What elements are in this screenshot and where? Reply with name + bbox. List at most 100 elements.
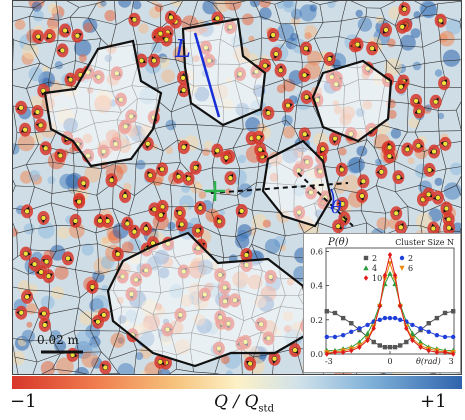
data-point: [371, 339, 376, 345]
particle-core: [227, 175, 234, 181]
cell-edge: [263, 119, 287, 128]
data-point: [442, 334, 448, 340]
cell-edge: [193, 371, 215, 374]
cell-edge: [171, 104, 191, 113]
cell-edge: [414, 1, 427, 8]
angle-symbol: θ: [331, 197, 342, 218]
cell-edge: [319, 1, 339, 5]
cell-edge: [146, 1, 161, 8]
field-blotch: [410, 28, 421, 39]
field-blotch: [407, 157, 415, 165]
particle-core: [131, 229, 138, 235]
particle-core: [157, 31, 164, 37]
cell-edge: [446, 166, 461, 170]
particle-core: [131, 17, 138, 23]
cell-edge: [29, 7, 35, 17]
field-blotch: [219, 209, 225, 216]
field-blotch: [282, 1, 296, 13]
field-blotch: [132, 1, 142, 10]
cell-edge: [395, 191, 409, 207]
data-point: [434, 315, 440, 321]
cell-edge: [13, 62, 41, 71]
particle-core: [35, 33, 41, 40]
cell-edge: [196, 124, 224, 127]
legend-marker: [363, 255, 369, 261]
particle-core: [145, 141, 151, 147]
field-blotch: [101, 285, 109, 292]
particle-core: [292, 347, 298, 353]
cell-edge: [159, 150, 164, 164]
field-blotch: [47, 176, 56, 185]
cell-edge: [26, 62, 41, 89]
particle-core: [76, 199, 82, 205]
particle-core: [74, 33, 81, 39]
cell-edge: [456, 101, 461, 111]
particle-core: [40, 215, 47, 221]
cell-edge: [359, 139, 368, 162]
particle-core: [301, 72, 308, 78]
cell-edge: [29, 289, 50, 292]
particle-core: [395, 174, 402, 180]
cell-edge: [97, 243, 100, 275]
cell-edge: [239, 166, 259, 169]
cell-edge: [419, 14, 437, 17]
data-point: [426, 347, 431, 354]
cell-edge: [302, 61, 325, 63]
particle-core: [102, 364, 108, 371]
cell-edge: [36, 353, 61, 363]
data-point: [349, 329, 354, 334]
cell-edge: [280, 23, 287, 42]
cell-edge: [15, 185, 35, 188]
cell-edge: [237, 16, 262, 20]
field-blotch: [138, 23, 149, 34]
particle-core: [369, 45, 375, 52]
cell-edge: [90, 351, 102, 374]
cell-edge: [53, 162, 75, 167]
particle-core: [442, 141, 448, 147]
field-blotch: [32, 132, 43, 144]
data-point: [410, 337, 415, 344]
field-blotch: [17, 134, 35, 152]
data-point: [332, 310, 338, 316]
particle-core: [270, 32, 276, 38]
cell-edge: [75, 225, 81, 246]
cell-edge: [237, 182, 257, 196]
cell-edge: [260, 141, 278, 153]
cell-edge: [87, 3, 97, 19]
cell-edge: [115, 162, 136, 165]
field-blotch: [26, 321, 33, 328]
cluster-d-outline: [261, 139, 333, 228]
cell-edge: [96, 195, 101, 210]
particle-core: [426, 167, 433, 173]
cell-edge: [406, 103, 409, 133]
field-blotch: [338, 147, 347, 156]
cell-edge: [200, 225, 221, 236]
cell-edge: [13, 144, 16, 155]
particle-core: [398, 224, 404, 231]
field-blotch: [78, 54, 87, 63]
colorbar-title-text: Q / Q: [214, 392, 259, 412]
cell-edge: [95, 232, 98, 244]
cell-edge: [232, 3, 239, 20]
particle-core: [302, 131, 308, 137]
cell-edge: [277, 120, 287, 153]
cell-edge: [108, 330, 120, 360]
particle-core: [185, 176, 192, 182]
particle-core: [386, 153, 393, 159]
particle-core: [255, 134, 262, 141]
cell-edge: [366, 139, 375, 149]
cell-edge: [47, 68, 52, 83]
particle-core: [34, 109, 41, 115]
y-tick-label: 0.4: [310, 282, 323, 291]
field-blotch: [40, 295, 55, 310]
cell-edge: [361, 210, 386, 214]
particle-core: [239, 208, 245, 214]
cell-edge: [407, 206, 409, 226]
field-blotch: [151, 42, 163, 54]
data-point: [426, 321, 431, 326]
particle-core: [303, 94, 310, 100]
cell-edge: [256, 166, 259, 183]
field-blotch: [42, 65, 49, 73]
legend-title: Cluster Size N: [395, 238, 454, 247]
cell-edge: [237, 195, 240, 205]
